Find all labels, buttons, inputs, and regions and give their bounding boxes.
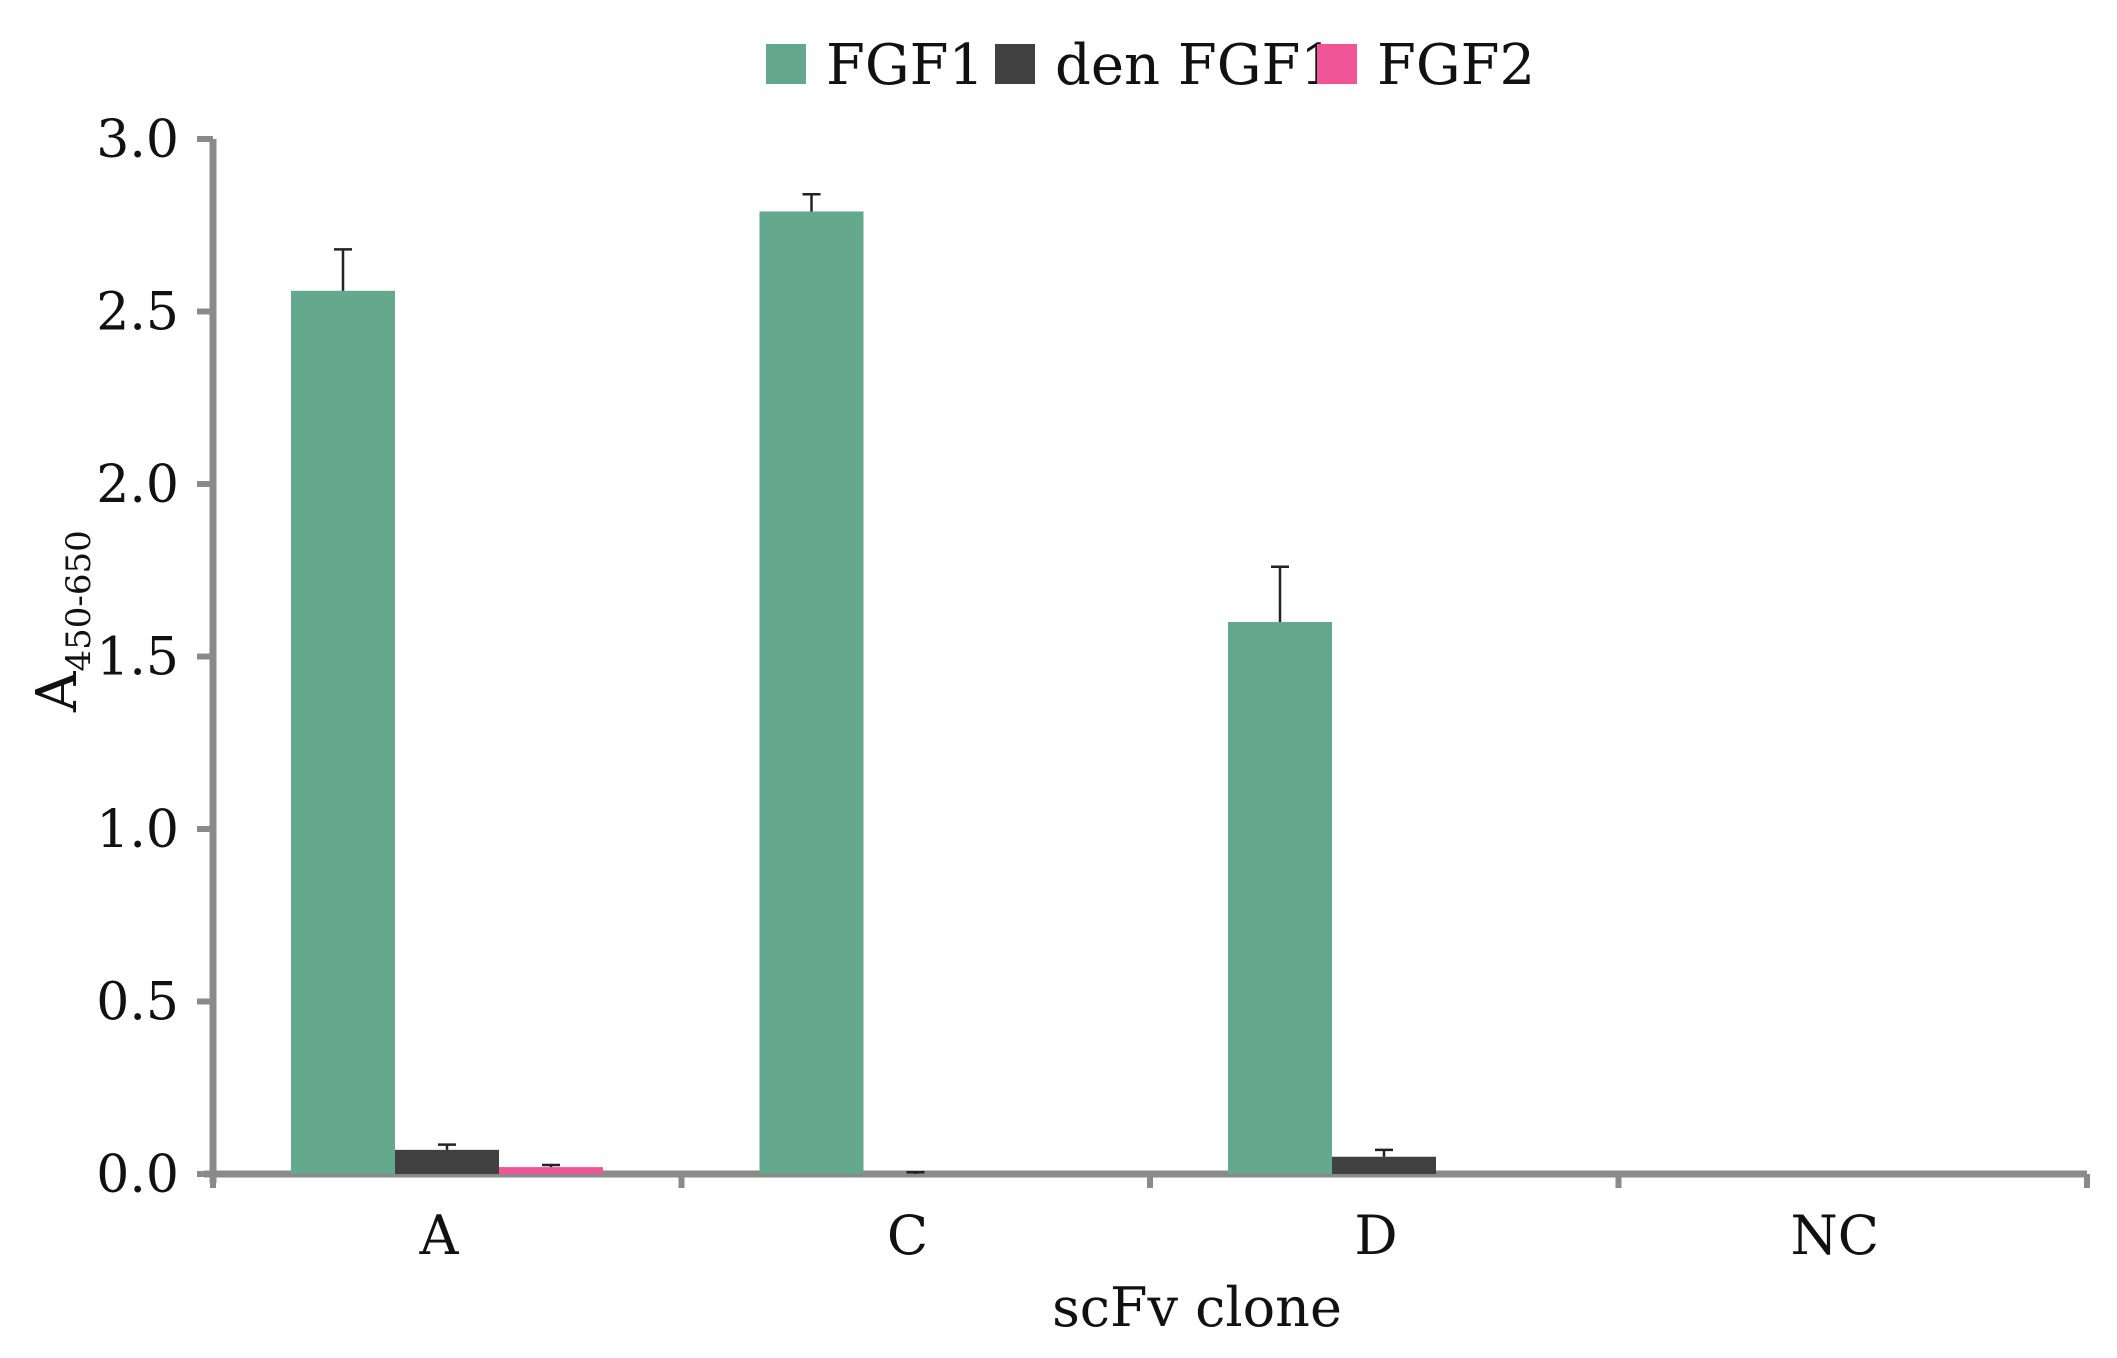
x-tick-label: A — [419, 1204, 460, 1267]
y-tick-label: 2.5 — [96, 283, 179, 343]
y-axis-title-subscript: 450-650 — [59, 530, 99, 671]
bar-d-fgf1 — [1228, 622, 1332, 1174]
x-tick-label: NC — [1790, 1204, 1879, 1267]
y-tick-label: 3.0 — [96, 110, 179, 170]
x-axis-title: scFv clone — [1052, 1276, 1342, 1339]
bars — [291, 192, 1436, 1174]
bar-a-fgf1 — [291, 290, 395, 1174]
y-tick-label: 1.0 — [96, 800, 179, 860]
legend-swatch-den-fgf1 — [995, 44, 1035, 84]
x-tick-label: C — [887, 1204, 928, 1267]
legend-label: FGF2 — [1377, 33, 1535, 98]
bar-d-den-fgf1 — [1332, 1156, 1436, 1174]
bar-c-fgf1 — [759, 211, 864, 1174]
legend-label: FGF1 — [826, 33, 984, 98]
y-axis-title: A450-650 — [25, 530, 99, 713]
y-tick-label: 2.0 — [96, 455, 179, 515]
legend-swatch-fgf1 — [766, 44, 806, 84]
y-tick-label: 0.5 — [96, 973, 179, 1033]
x-tick-label: D — [1354, 1204, 1397, 1267]
legend: FGF1 den FGF1 FGF2 — [766, 33, 1535, 98]
y-axis-title-main: A — [25, 671, 90, 713]
legend-swatch-fgf2 — [1317, 44, 1357, 84]
bar-a-den-fgf1 — [395, 1149, 499, 1174]
legend-label: den FGF1 — [1055, 33, 1336, 98]
bar-a-fgf2 — [499, 1167, 603, 1174]
axes — [197, 136, 2090, 1188]
y-tick-label: 1.5 — [96, 628, 179, 688]
y-tick-label: 0.0 — [96, 1145, 179, 1205]
